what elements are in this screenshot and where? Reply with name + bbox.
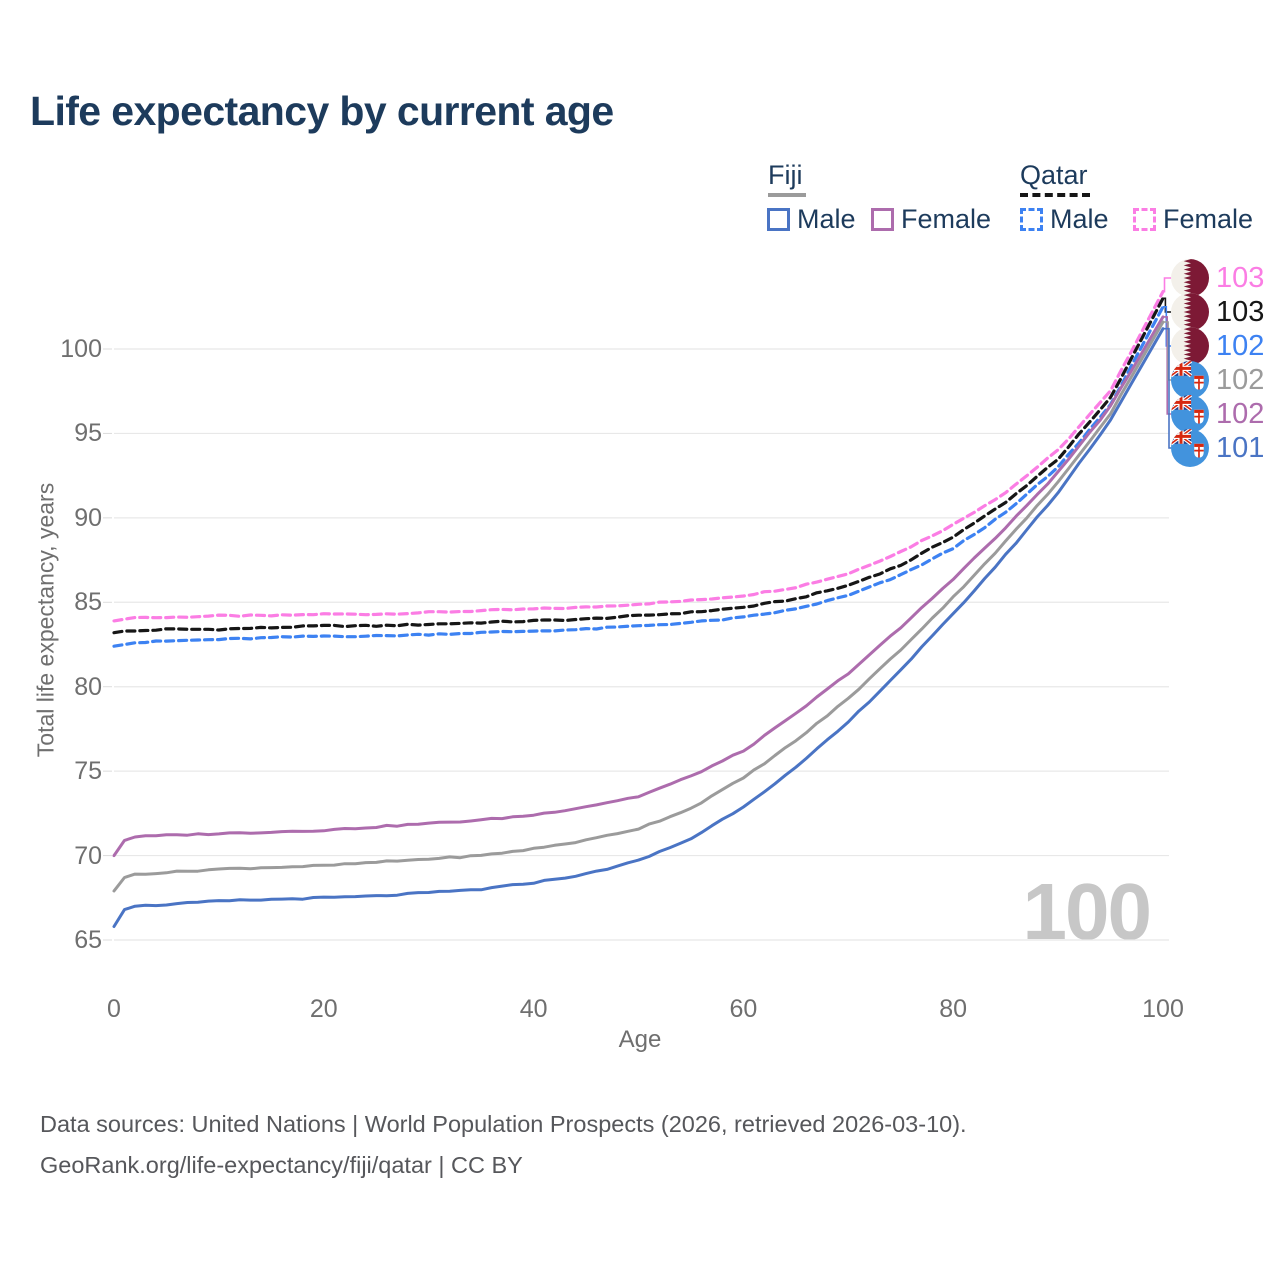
qatar-flag-icon	[1171, 259, 1209, 297]
legend-item-qatar-female[interactable]: Female	[1133, 204, 1253, 235]
fiji-female-swatch-icon	[871, 208, 894, 231]
y-tick-label: 85	[74, 588, 102, 617]
footer-attribution: GeoRank.org/life-expectancy/fiji/qatar |…	[40, 1152, 523, 1178]
fiji-flag-icon	[1171, 429, 1209, 467]
end-label-value: 103	[1216, 262, 1265, 294]
end-label-value: 102	[1216, 398, 1265, 430]
end-label-value: 103	[1216, 296, 1265, 328]
y-tick-label: 75	[74, 757, 102, 786]
legend-item-fiji-male[interactable]: Male	[767, 204, 856, 235]
legend-item-fiji-female[interactable]: Female	[871, 204, 991, 235]
x-tick-label: 100	[1142, 995, 1184, 1023]
series-end-label: 103	[1171, 259, 1264, 297]
fiji-male-swatch-icon	[767, 208, 790, 231]
end-label-value: 102	[1216, 330, 1265, 362]
series-line-qatar_male[interactable]	[112, 305, 1165, 648]
legend-item-label: Female	[1163, 204, 1254, 234]
series-end-label: 103	[1171, 293, 1264, 331]
fiji-flag-icon	[1171, 395, 1209, 433]
qatar-dashed-line-swatch-icon	[1020, 193, 1090, 197]
legend-group-fiji: Fiji	[768, 160, 806, 197]
legend-item-label: Male	[1050, 204, 1109, 234]
legend-group-qatar: Qatar	[1020, 160, 1090, 197]
legend-item-label: Female	[901, 204, 992, 234]
series-line-fiji_male[interactable]	[112, 327, 1165, 928]
x-tick-label: 20	[309, 995, 338, 1023]
series-end-label: 102	[1171, 395, 1264, 433]
end-label-connector	[1163, 327, 1171, 449]
x-tick-label: 60	[729, 995, 758, 1023]
series-line-qatar_female[interactable]	[112, 290, 1165, 623]
series-end-label: 101	[1171, 429, 1264, 467]
y-tick-label: 80	[74, 672, 102, 701]
legend-item-label: Male	[797, 204, 856, 234]
end-label-connector	[1163, 297, 1171, 313]
footer-data-sources: Data sources: United Nations | World Pop…	[40, 1111, 967, 1137]
qatar-flag-icon	[1171, 293, 1209, 331]
x-axis-title: Age	[618, 1026, 662, 1053]
y-tick-label: 90	[74, 503, 102, 532]
series-line-qatar_all[interactable]	[112, 296, 1165, 635]
y-tick-label: 70	[74, 841, 102, 870]
end-label-connector	[1163, 277, 1171, 293]
legend-qatar-title: Qatar	[1020, 160, 1088, 190]
x-tick-label: 80	[939, 995, 968, 1023]
fiji-solid-line-swatch-icon	[768, 193, 806, 197]
qatar-flag-icon	[1171, 327, 1209, 365]
series-line-fiji_all[interactable]	[112, 320, 1165, 893]
chart-title: Life expectancy by current age	[30, 88, 614, 134]
age-counter-watermark: 100	[1022, 867, 1152, 956]
end-label-value: 101	[1216, 432, 1265, 464]
fiji-flag-icon	[1171, 361, 1209, 399]
qatar-male-swatch-icon	[1020, 208, 1043, 231]
series-end-label: 102	[1171, 327, 1264, 365]
x-tick-label: 40	[519, 995, 548, 1023]
end-label-value: 102	[1216, 364, 1265, 396]
series-line-fiji_female[interactable]	[112, 315, 1165, 858]
y-tick-label: 95	[74, 419, 102, 448]
legend-fiji-title: Fiji	[768, 160, 803, 190]
y-tick-label: 100	[60, 335, 102, 363]
qatar-female-swatch-icon	[1133, 208, 1156, 231]
y-tick-label: 65	[74, 926, 102, 954]
x-tick-label: 0	[107, 995, 121, 1023]
legend-item-qatar-male[interactable]: Male	[1020, 204, 1109, 235]
series-end-label: 102	[1171, 361, 1264, 399]
footer: Data sources: United Nations | World Pop…	[40, 1104, 967, 1186]
